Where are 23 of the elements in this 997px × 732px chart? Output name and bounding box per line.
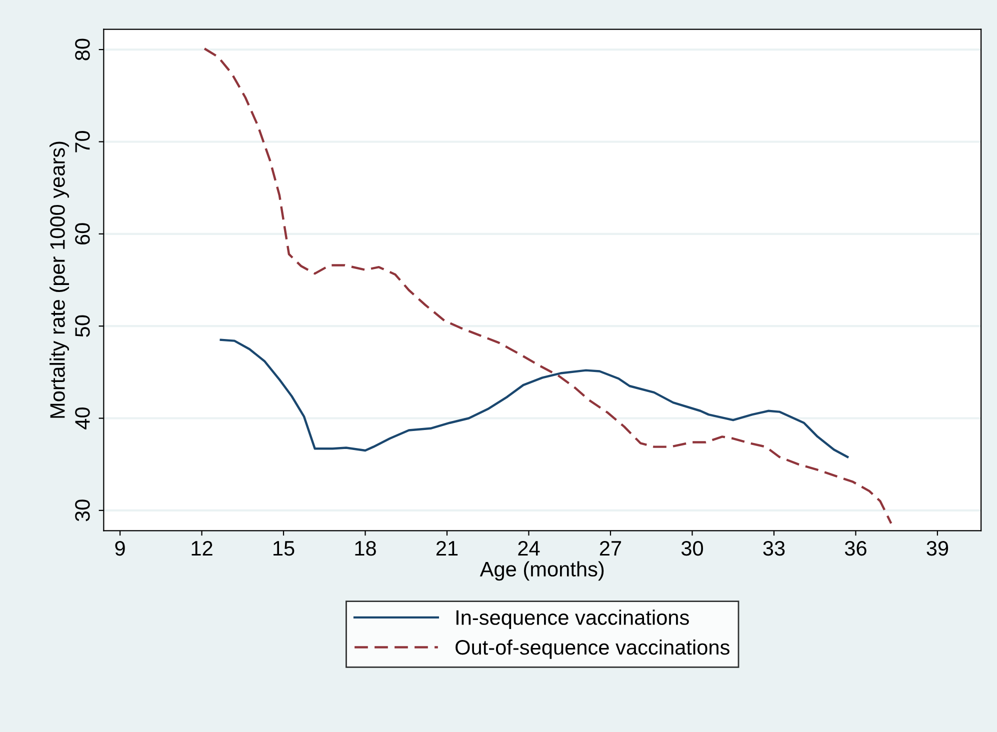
y-tick-label: 40 <box>75 407 90 430</box>
x-tick-label: 21 <box>436 540 458 556</box>
x-tick-label: 30 <box>681 540 703 556</box>
y-axis-title: Mortality rate (per 1000 years) <box>50 142 69 418</box>
legend-label: In-sequence vaccinations <box>456 610 689 630</box>
y-tick-label: 50 <box>75 315 90 337</box>
x-tick-label: 9 <box>115 540 125 556</box>
x-tick-label: 24 <box>518 540 540 556</box>
y-tick-label: 70 <box>75 130 90 152</box>
x-tick-label: 18 <box>355 540 376 556</box>
x-tick-label: 12 <box>192 540 212 556</box>
x-tick-label: 27 <box>600 540 622 556</box>
x-axis-title: Age (months) <box>480 561 604 581</box>
y-tick-label: 60 <box>75 223 90 244</box>
x-tick-label: 39 <box>926 540 948 556</box>
x-tick-label: 33 <box>763 540 785 556</box>
y-tick-label: 30 <box>75 500 90 522</box>
x-tick-label: 36 <box>844 540 866 556</box>
line-series <box>203 48 892 524</box>
x-tick-label: 15 <box>274 541 294 556</box>
line-series <box>220 338 849 458</box>
y-tick-label: 80 <box>75 38 90 60</box>
legend-label: Out-of-sequence vaccinations <box>456 639 730 659</box>
